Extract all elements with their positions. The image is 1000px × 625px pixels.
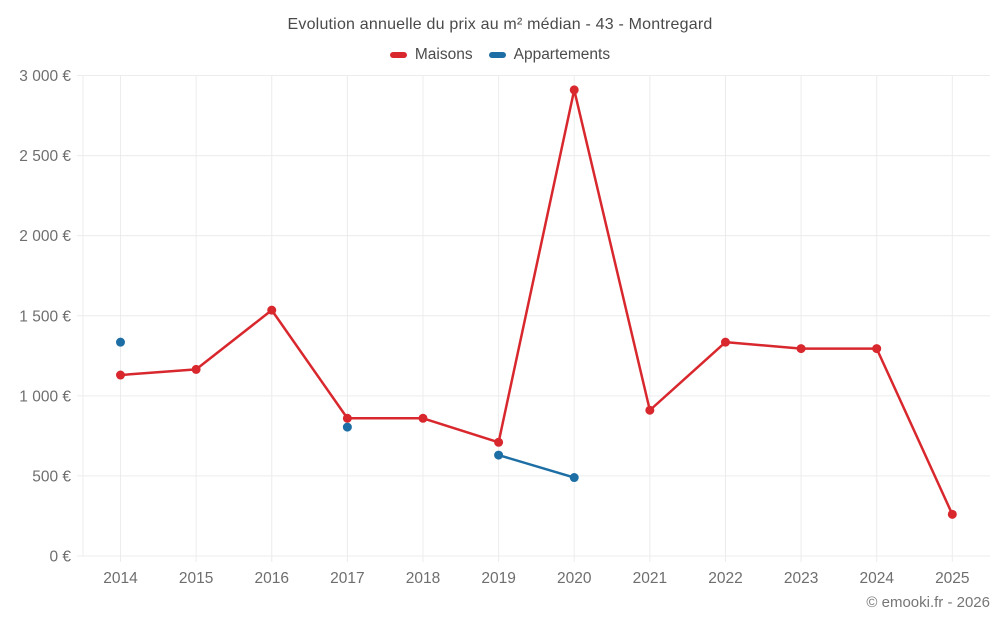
- x-axis-tick-label: 2020: [557, 570, 592, 587]
- data-point[interactable]: [116, 337, 125, 347]
- data-point[interactable]: [191, 364, 201, 374]
- data-point[interactable]: [569, 473, 579, 483]
- x-axis-tick-label: 2017: [330, 570, 364, 587]
- data-point[interactable]: [569, 85, 579, 95]
- data-point[interactable]: [494, 450, 504, 460]
- data-point[interactable]: [267, 305, 277, 315]
- x-axis-tick-label: 2019: [481, 570, 515, 587]
- maisons-swatch-icon: [389, 52, 407, 58]
- legend-item-appartements[interactable]: Appartements: [488, 46, 611, 64]
- chart-title: Evolution annuelle du prix au m² médian …: [287, 16, 713, 33]
- gridlines: 0 € 500 € 1 000 € 1 500 € 2 000 € 2 500 € 3 00…: [19, 68, 990, 587]
- appartements-swatch-icon: [488, 52, 506, 58]
- data-point[interactable]: [342, 422, 352, 432]
- series-appartements: [116, 337, 579, 483]
- x-axis-tick-label: 2023: [784, 570, 818, 587]
- legend-label-appartements: Appartements: [513, 46, 611, 63]
- data-point[interactable]: [494, 437, 504, 447]
- y-axis-tick-label: 500 €: [32, 468, 71, 485]
- data-point[interactable]: [418, 413, 428, 423]
- legend-item-maisons[interactable]: Maisons: [389, 46, 473, 64]
- series-maisons: [116, 85, 957, 519]
- x-axis-tick-label: 2022: [708, 570, 742, 587]
- data-point[interactable]: [720, 337, 730, 347]
- y-axis-tick-label: 1 000 €: [19, 388, 71, 405]
- y-axis-tick-label: 2 500 €: [19, 148, 71, 165]
- x-axis-tick-label: 2015: [179, 570, 213, 587]
- x-axis-tick-label: 2016: [254, 570, 288, 587]
- data-point[interactable]: [342, 413, 352, 423]
- y-axis-tick-label: 2 000 €: [19, 228, 71, 245]
- legend-label-maisons: Maisons: [414, 46, 473, 63]
- chart-legend: Maisons Appartements: [0, 46, 1000, 64]
- y-axis-tick-label: 1 500 €: [19, 308, 71, 325]
- data-point[interactable]: [872, 344, 882, 354]
- x-axis-tick-label: 2025: [935, 570, 969, 587]
- data-point[interactable]: [116, 370, 125, 380]
- x-axis-tick-label: 2024: [859, 570, 894, 587]
- copyright-credit: © emooki.fr - 2026: [866, 594, 990, 611]
- y-axis-tick-label: 0 €: [49, 549, 71, 566]
- data-point[interactable]: [796, 344, 806, 354]
- data-point[interactable]: [947, 509, 957, 519]
- x-axis-tick-label: 2018: [406, 570, 440, 587]
- data-point[interactable]: [645, 405, 655, 415]
- x-axis-tick-label: 2014: [103, 570, 138, 587]
- x-axis-tick-label: 2021: [633, 570, 667, 587]
- y-axis-tick-label: 3 000 €: [19, 68, 71, 85]
